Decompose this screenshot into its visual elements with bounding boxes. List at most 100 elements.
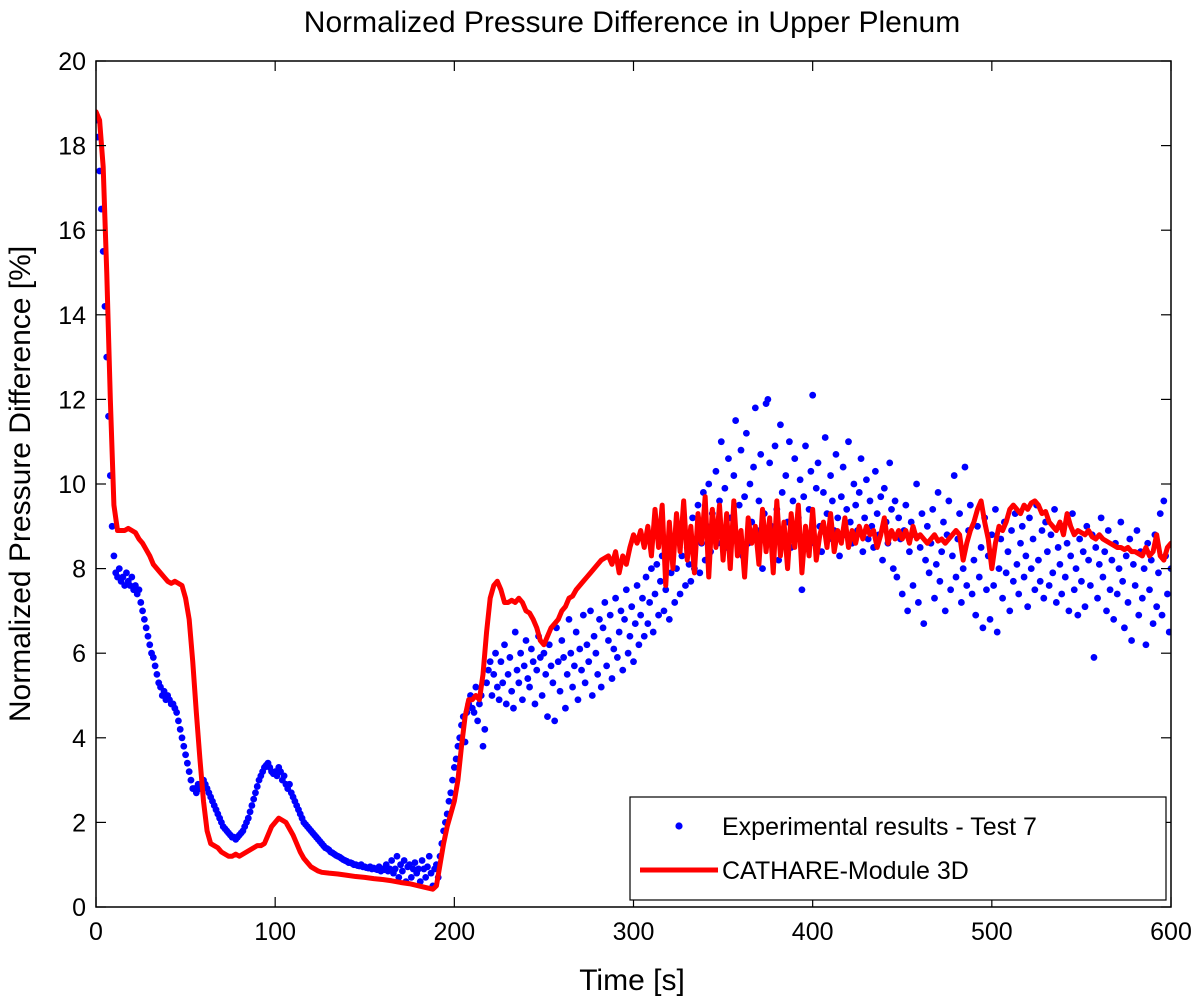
experimental-point xyxy=(961,463,969,471)
experimental-point xyxy=(574,696,582,704)
experimental-point xyxy=(757,450,765,458)
experimental-point xyxy=(705,480,713,488)
experimental-point xyxy=(1155,569,1162,577)
experimental-point xyxy=(1056,560,1064,568)
experimental-point xyxy=(142,624,150,632)
experimental-point xyxy=(425,852,433,860)
experimental-point xyxy=(280,772,288,780)
experimental-point xyxy=(957,599,965,606)
experimental-point xyxy=(798,586,806,594)
experimental-point xyxy=(993,628,1001,636)
experimental-point xyxy=(1135,611,1143,619)
experimental-point xyxy=(484,666,492,674)
experimental-point xyxy=(839,463,847,471)
experimental-point xyxy=(183,759,191,767)
experimental-point xyxy=(488,692,496,699)
experimental-point xyxy=(945,497,953,505)
experimental-point xyxy=(562,704,569,712)
experimental-point xyxy=(1142,641,1150,649)
experimental-point xyxy=(959,565,967,572)
experimental-point xyxy=(630,658,637,666)
experimental-point xyxy=(671,599,679,606)
experimental-point xyxy=(855,489,863,496)
experimental-point xyxy=(918,510,926,518)
y-tick-label: 18 xyxy=(58,133,86,161)
experimental-point xyxy=(906,548,913,556)
experimental-point xyxy=(732,417,740,424)
experimental-point xyxy=(834,514,842,522)
experimental-point xyxy=(1146,586,1153,594)
legend-marker-experimental xyxy=(675,822,683,830)
experimental-point xyxy=(649,628,657,636)
experimental-point xyxy=(717,438,725,446)
experimental-point xyxy=(850,480,858,488)
experimental-point xyxy=(506,654,514,661)
experimental-point xyxy=(1027,565,1035,572)
experimental-point xyxy=(1117,518,1125,526)
experimental-point xyxy=(682,582,689,589)
experimental-point xyxy=(1129,560,1137,568)
experimental-point xyxy=(871,467,879,475)
experimental-point xyxy=(1076,535,1084,543)
experimental-point xyxy=(538,692,546,699)
experimental-point xyxy=(949,552,956,560)
y-tick-label: 16 xyxy=(58,217,86,245)
experimental-point xyxy=(569,683,576,691)
experimental-point xyxy=(519,696,526,704)
y-tick-label: 10 xyxy=(58,471,86,499)
experimental-point xyxy=(1070,586,1078,594)
experimental-point xyxy=(1099,573,1107,581)
experimental-point xyxy=(1049,569,1057,577)
experimental-point xyxy=(640,632,648,640)
legend-label-experimental: Experimental results - Test 7 xyxy=(722,813,1037,841)
experimental-point xyxy=(252,789,259,797)
experimental-point xyxy=(938,548,946,556)
experimental-point xyxy=(527,645,535,653)
experimental-point xyxy=(651,590,659,598)
experimental-point xyxy=(610,645,618,653)
experimental-point xyxy=(493,683,501,691)
experimental-point xyxy=(656,577,664,585)
experimental-point xyxy=(542,670,550,678)
experimental-point xyxy=(567,649,575,657)
experimental-point xyxy=(750,463,757,471)
experimental-point xyxy=(140,615,148,623)
experimental-point xyxy=(110,552,118,560)
y-tick-label: 14 xyxy=(58,302,86,330)
experimental-point xyxy=(1018,522,1026,530)
experimental-point xyxy=(1083,522,1091,530)
experimental-point xyxy=(936,577,944,585)
x-tick-label: 100 xyxy=(254,918,296,946)
experimental-point xyxy=(952,573,960,581)
experimental-point xyxy=(173,709,181,716)
experimental-point xyxy=(1058,590,1066,598)
experimental-point xyxy=(151,662,159,670)
y-tick-label: 6 xyxy=(72,640,86,668)
y-tick-label: 4 xyxy=(72,725,86,753)
experimental-point xyxy=(1026,514,1033,522)
experimental-point xyxy=(486,658,494,666)
experimental-point xyxy=(1020,573,1028,581)
experimental-point xyxy=(741,493,748,501)
x-tick-label: 400 xyxy=(792,918,834,946)
experimental-point xyxy=(863,476,870,484)
experimental-point xyxy=(755,497,763,505)
experimental-point xyxy=(393,852,401,860)
experimental-point xyxy=(1121,624,1128,632)
experimental-point xyxy=(852,501,860,509)
experimental-point xyxy=(1133,527,1141,534)
experimental-point xyxy=(570,662,578,670)
experimental-point xyxy=(947,586,955,594)
experimental-point xyxy=(596,615,603,623)
experimental-point xyxy=(828,497,836,505)
experimental-point xyxy=(699,489,707,496)
experimental-point xyxy=(778,489,786,496)
experimental-point xyxy=(1086,582,1094,589)
experimental-point xyxy=(931,594,938,602)
experimental-point xyxy=(1009,577,1017,585)
experimental-point xyxy=(913,480,920,488)
experimental-point xyxy=(549,679,557,687)
experimental-point xyxy=(476,700,483,708)
experimental-point xyxy=(400,857,408,864)
experimental-point xyxy=(1149,620,1157,627)
